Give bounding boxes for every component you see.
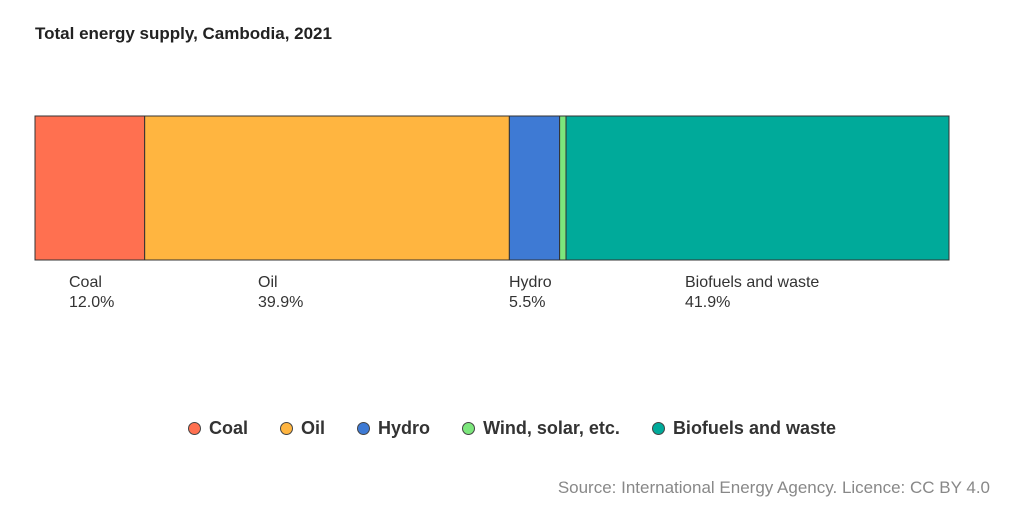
legend-swatch (651, 422, 665, 435)
legend-swatch (188, 422, 202, 435)
bar-segment-biofuels-and-waste (565, 115, 950, 261)
legend-swatch (357, 422, 371, 435)
segment-label-name: Coal (69, 274, 102, 291)
legend-item: Biofuels and waste (651, 418, 836, 439)
segment-label-value: 41.9% (685, 294, 731, 311)
segment-label-value: 5.5% (509, 294, 546, 311)
bar-segment-wind-solar-etc (559, 115, 567, 261)
bar-segment-oil (144, 115, 510, 261)
legend-label: Hydro (378, 418, 431, 438)
segment-label-value: 39.9% (258, 294, 304, 311)
legend-item: Coal (188, 418, 248, 439)
legend-label: Coal (209, 418, 249, 438)
legend-item: Wind, solar, etc. (462, 418, 620, 439)
segment-label: Oil 39.9% (258, 273, 303, 313)
bar-segment-hydro (508, 115, 561, 261)
legend-label: Biofuels and waste (672, 418, 836, 438)
chart-title: Total energy supply, Cambodia, 2021 (35, 24, 332, 43)
legend-item: Hydro (357, 418, 430, 439)
legend-swatch (280, 422, 294, 435)
legend-item: Oil (280, 418, 325, 439)
segment-label-name: Biofuels and waste (685, 274, 820, 291)
segment-label: Biofuels and waste 41.9% (685, 273, 819, 313)
segment-label: Coal 12.0% (69, 273, 114, 313)
segment-label-name: Oil (258, 274, 278, 291)
segment-label-value: 12.0% (69, 294, 115, 311)
bar-segment-coal (34, 115, 146, 261)
legend: Coal Oil Hydro Wind, solar, etc. Biofuels an… (0, 418, 1024, 440)
legend-label: Wind, solar, etc. (483, 418, 620, 438)
segment-label-name: Hydro (509, 274, 552, 291)
source-note: Source: International Energy Agency. Lic… (557, 478, 990, 497)
segment-label: Hydro 5.5% (509, 273, 552, 313)
legend-swatch (462, 422, 476, 435)
legend-label: Oil (301, 418, 326, 438)
